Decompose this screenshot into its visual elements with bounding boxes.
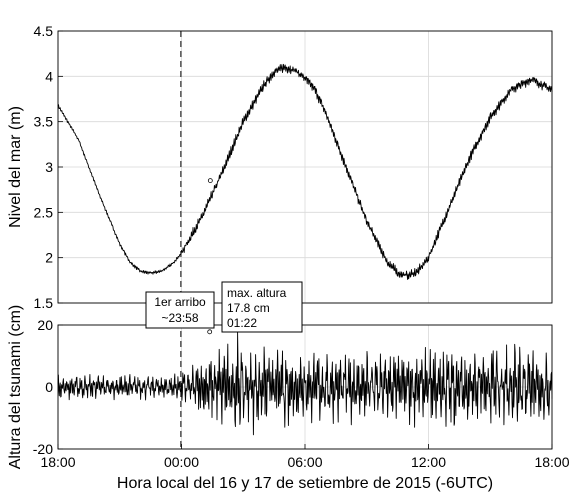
tsunami-panel: -20 0 20 18:00 00:00 06:00 12:00 18:00 Altura … [7,305,570,492]
xtick-label: 00:00 [164,454,199,470]
tsunami-x-ticks: 18:00 00:00 06:00 12:00 18:00 [40,444,570,470]
tsunami-ytick-label: 20 [37,317,53,333]
xtick-label: 12:00 [411,454,446,470]
max-height-title: max. altura [227,286,287,300]
tsunami-y-axis-label: Altura del tsunami (cm) [7,305,24,470]
sea-level-panel: 1.5 2 2.5 3 3.5 4 4.5 Nivel del mar (m) [7,23,553,311]
sea-level-ytick-label: 3 [45,159,53,175]
tsunami-y-ticks: -20 0 20 [33,317,63,457]
sea-level-ytick-label: 4.5 [34,23,54,39]
tsunami-height-line [57,331,553,436]
sea-level-ytick-label: 2.5 [34,204,54,220]
xtick-label: 18:00 [534,454,569,470]
max-height-annotation: max. altura 17.8 cm 01:22 [221,281,303,333]
max-height-marker-bottom [207,329,213,335]
sea-level-line [57,63,553,280]
sea-level-ytick-label: 1.5 [34,295,54,311]
first-arrival-time: ~23:58 [161,311,198,325]
sea-level-ytick-label: 4 [45,68,53,84]
sea-level-grid [57,30,553,304]
xtick-label: 18:00 [40,454,75,470]
sea-level-ytick-label: 2 [45,250,53,266]
sea-level-y-ticks: 1.5 2 2.5 3 3.5 4 4.5 [34,23,63,311]
x-axis-label: Hora local del 16 y 17 de setiembre de 2… [117,475,493,492]
max-height-value: 17.8 cm [227,301,270,315]
max-height-marker-top [207,178,213,184]
xtick-label: 06:00 [287,454,322,470]
first-arrival-title: 1er arribo [154,295,206,309]
tsunami-ytick-label: 0 [45,379,53,395]
first-arrival-annotation: 1er arribo ~23:58 [145,291,215,329]
max-height-time: 01:22 [227,316,257,330]
tsunami-ytick-label: -20 [33,441,53,457]
sea-level-y-axis-label: Nivel del mar (m) [7,106,24,228]
sea-level-ytick-label: 3.5 [34,114,54,130]
